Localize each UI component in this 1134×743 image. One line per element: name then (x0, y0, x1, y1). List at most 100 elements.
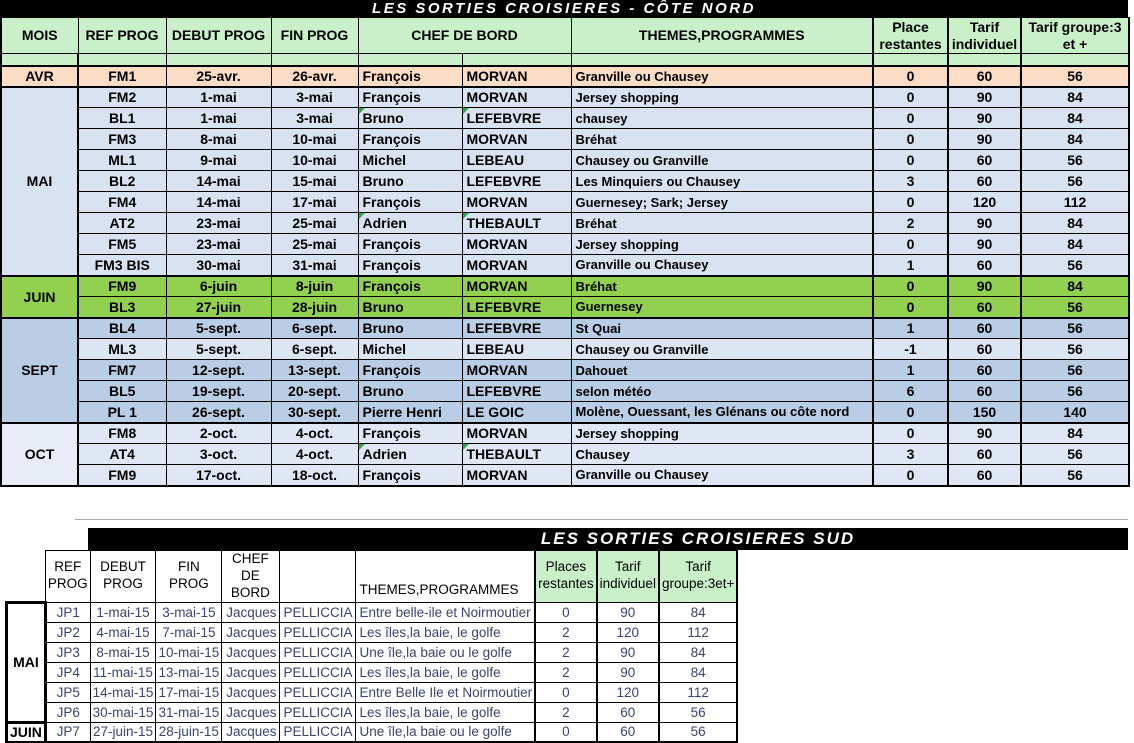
cell-tarif-groupe: 56 (1020, 64, 1130, 87)
cell-ref-prog: FM5 (77, 233, 167, 255)
cell-fin-prog: 6-sept. (270, 316, 359, 339)
cell-debut-prog: 3-oct. (165, 443, 272, 465)
cell-tarif-groupe: 56 (1020, 296, 1130, 318)
cell-theme: Granville ou Chausey (570, 64, 874, 87)
cell-tarif-individuel: 90 (947, 421, 1022, 444)
cell-places-restantes: 6 (872, 380, 949, 402)
cell-ref-prog: BL5 (77, 380, 167, 402)
header-chef-blank (278, 550, 356, 603)
cell-tarif-groupe: 56 (1020, 170, 1130, 192)
cell-chef-last-name: MORVAN (461, 464, 572, 487)
cell-tarif-groupe: 84 (1020, 128, 1130, 150)
cell-chef-first-name: Bruno (357, 316, 463, 339)
table-row: PL 1 26-sept. 30-sept. Pierre Henri LE GOIC M… (1, 401, 1130, 423)
cell-fin-prog: 30-sept. (270, 401, 359, 423)
month-cell: AVR (0, 64, 79, 87)
month-cell: MAI (0, 85, 79, 276)
table-row: AT4 3-oct. 4-oct. Adrien THEBAULT Chausey 3 60 5… (1, 443, 1130, 465)
cell-chef-first-name: François (357, 421, 463, 444)
cell-theme: Une île,la baie ou le golfe (354, 641, 536, 663)
cell-chef-first-name: François (357, 85, 463, 108)
cell-debut-prog: 30-mai-15 (89, 701, 157, 723)
cell-debut-prog: 1-mai (165, 107, 272, 129)
cell-fin-prog: 10-mai (270, 128, 359, 150)
cell-chef-last-name: LEFEBVRE (461, 170, 572, 192)
cell-chef-last-name: LEFEBVRE (461, 296, 572, 318)
cell-chef-last-name: PELLICCIA (278, 721, 356, 743)
cell-fin-prog: 31-mai (270, 254, 359, 276)
cell-tarif-groupe: 56 (1020, 380, 1130, 402)
table-north-title: LES SORTIES CROISIERES - CÔTE NORD (0, 0, 1128, 17)
cell-places-restantes: 2 (534, 661, 598, 683)
cell-debut-prog: 8-mai-15 (89, 641, 157, 663)
cell-ref-prog: FM2 (77, 85, 167, 108)
cell-ref-prog: JP2 (44, 621, 91, 643)
cell-chef-last-name: THEBAULT (461, 212, 572, 234)
table-row: MAI FM2 1-mai 3-mai François MORVAN Jersey sho… (0, 85, 1130, 276)
cell-tarif-groupe: 56 (1020, 464, 1130, 487)
table-row: JP5 14-mai-15 17-mai-15 Jacques PELLICCIA Ent… (7, 681, 739, 703)
cell-chef-last-name: LEFEBVRE (461, 316, 572, 339)
cell-theme: Jersey shopping (570, 233, 874, 255)
cell-tarif-individuel: 60 (947, 443, 1022, 465)
cell-places-restantes: 2 (534, 641, 598, 663)
cell-chef-last-name: PELLICCIA (278, 621, 356, 643)
cell-tarif-individuel: 90 (947, 212, 1022, 234)
cell-theme: Molène, Ouessant, les Glénans ou côte no… (570, 401, 874, 423)
table-south-title: LES SORTIES CROISIERES SUD (88, 528, 1128, 550)
cell-theme: Chausey ou Granville (570, 338, 874, 360)
cell-places-restantes: 0 (534, 721, 598, 743)
cell-theme: Une île,la baie ou le golfe (354, 721, 536, 743)
cell-tarif-groupe: 84 (1020, 274, 1130, 297)
cell-theme: Entre Belle Ile et Noirmoutier (354, 681, 536, 703)
north-header-row: MOIS REF PROG DEBUT PROG FIN PROG CHEF D… (0, 17, 1130, 54)
cell-tarif-groupe: 56 (1020, 254, 1130, 276)
month-cell: JUIN (0, 274, 79, 318)
header-tarif-individuel: Tarif individuel (595, 550, 660, 603)
month-cell: MAI (5, 600, 47, 724)
table-row: BL3 27-juin 28-juin Bruno LEFEBVRE Guernesey 0… (1, 296, 1130, 318)
cell-tarif-groupe: 56 (657, 701, 739, 723)
cell-tarif-individuel: 90 (947, 85, 1022, 108)
cell-chef-last-name: MORVAN (461, 85, 572, 108)
header-debut-prog: DEBUT PROG (89, 550, 157, 603)
cell-chef-last-name: PELLICCIA (278, 601, 356, 623)
cell-theme: Jersey shopping (570, 85, 874, 108)
cell-fin-prog: 25-mai (270, 212, 359, 234)
cell-places-restantes: 0 (872, 464, 949, 487)
cell-debut-prog: 26-sept. (165, 401, 272, 423)
cell-tarif-groupe: 56 (1020, 338, 1130, 360)
cell-ref-prog: FM3 BIS (77, 254, 167, 276)
table-north: MOIS REF PROG DEBUT PROG FIN PROG CHEF D… (0, 17, 1130, 487)
cell-debut-prog: 8-mai (165, 128, 272, 150)
cell-tarif-groupe: 84 (1020, 85, 1130, 108)
table-row: JP6 30-mai-15 31-mai-15 Jacques PELLICCIA Les… (7, 701, 739, 723)
table-row: ML1 9-mai 10-mai Michel LEBEAU Chausey ou Gra… (1, 149, 1130, 171)
cell-chef-first-name: François (357, 359, 463, 381)
cell-chef-last-name: THEBAULT (461, 443, 572, 465)
table-row: ML3 5-sept. 6-sept. Michel LEBEAU Chausey ou … (1, 338, 1130, 360)
cell-theme: Granville ou Chausey (570, 254, 874, 276)
cell-fin-prog: 31-mai-15 (155, 701, 223, 723)
cell-places-restantes: 1 (872, 254, 949, 276)
cell-fin-prog: 25-mai (270, 233, 359, 255)
cell-ref-prog: JP1 (44, 601, 91, 623)
cell-ref-prog: JP5 (44, 681, 91, 703)
cell-chef-first-name: Adrien (357, 443, 463, 465)
cell-debut-prog: 23-mai (165, 233, 272, 255)
cell-tarif-individuel: 60 (947, 149, 1022, 171)
cell-tarif-individuel: 90 (947, 233, 1022, 255)
cell-chef-first-name: François (357, 254, 463, 276)
cell-places-restantes: 2 (872, 212, 949, 234)
cell-tarif-groupe: 56 (1020, 149, 1130, 171)
cell-debut-prog: 2-oct. (165, 421, 272, 444)
cell-chef-first-name: Bruno (357, 170, 463, 192)
cell-tarif-groupe: 56 (1020, 316, 1130, 339)
south-header-row: REF PROG DEBUT PROG FIN PROG CHEF DE BOR… (7, 550, 739, 603)
cell-places-restantes: 0 (872, 149, 949, 171)
table-row: JP3 8-mai-15 10-mai-15 Jacques PELLICCIA Une … (7, 641, 739, 663)
cell-fin-prog: 18-oct. (270, 464, 359, 487)
cell-tarif-individuel: 90 (947, 128, 1022, 150)
table-row: AVR FM1 25-avr. 26-avr. François MORVAN Granvi… (0, 64, 1130, 87)
cell-tarif-groupe: 112 (1020, 191, 1130, 213)
